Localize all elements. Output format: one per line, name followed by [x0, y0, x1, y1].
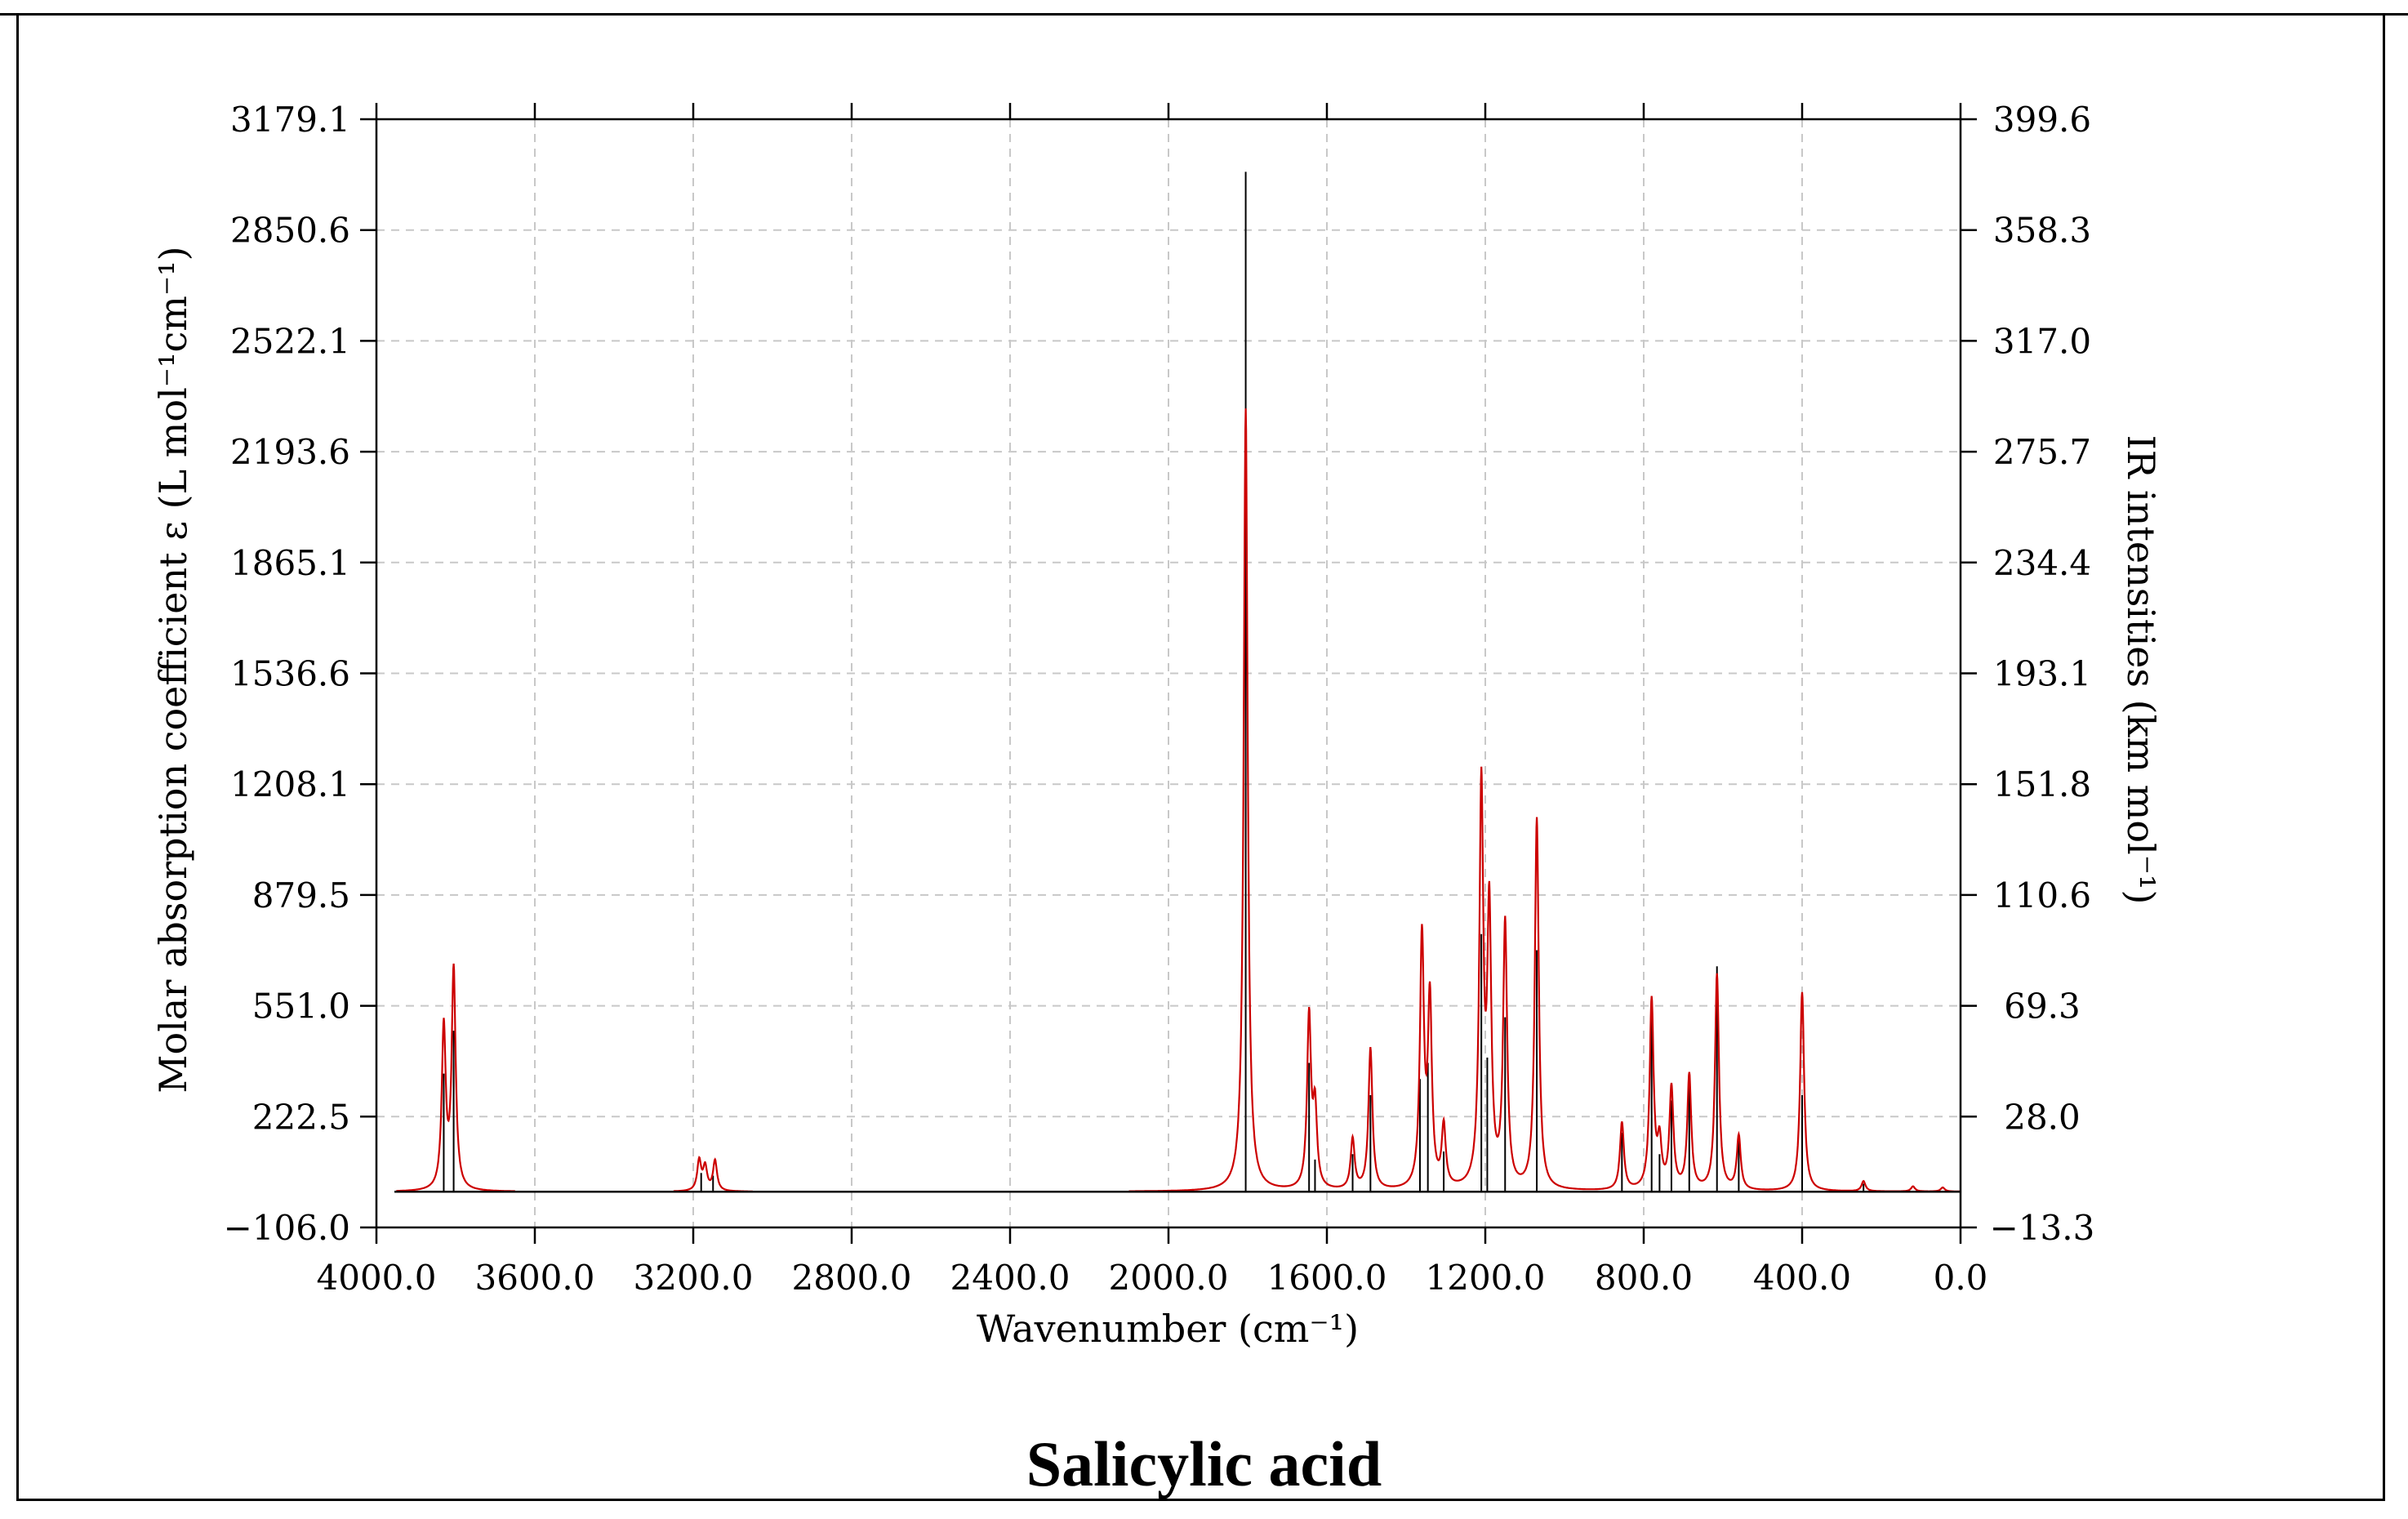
- x-tick-label: 0.0: [1934, 1258, 1988, 1298]
- y-left-axis-title: Molar absorption coefficient ε (L mol⁻¹c…: [151, 246, 195, 1093]
- y-left-tick-label: 1865.1: [230, 543, 350, 583]
- y-right-tick-label: 28.0: [2004, 1097, 2081, 1137]
- figure-caption: Salicylic acid: [1026, 1428, 1382, 1499]
- x-axis-title: Wavenumber (cm⁻¹): [977, 1307, 1359, 1351]
- y-right-tick-label: 275.7: [1993, 432, 2091, 472]
- spectrum-curve: [396, 963, 515, 1192]
- x-tick-label: 1200.0: [1426, 1258, 1546, 1298]
- x-tick-label: 3600.0: [475, 1258, 595, 1298]
- x-tick-labels: 4000.0 3600.0 3200.0 2800.0 2400.0 2000.0 1600…: [317, 1258, 1988, 1298]
- y-right-tick-label: 317.0: [1993, 321, 2091, 361]
- y-right-tick-label: 110.6: [1993, 875, 2091, 915]
- x-tick-label: 4000.0: [317, 1258, 437, 1298]
- x-tick-label: 2400.0: [950, 1258, 1070, 1298]
- y-left-tick-label: 2850.6: [230, 211, 350, 251]
- stick-series: [443, 172, 1865, 1192]
- spectrum-series: [396, 408, 1961, 1192]
- x-tick-label: 2000.0: [1109, 1258, 1229, 1298]
- y-left-tick-label: 3179.1: [230, 100, 350, 140]
- y-left-tick-label: 1536.6: [230, 654, 350, 694]
- grid-lines: [376, 119, 1961, 1227]
- y-left-tick-label: 2522.1: [230, 321, 350, 361]
- x-tick-label: 400.0: [1753, 1258, 1851, 1298]
- y-right-tick-labels: −13.3 28.0 69.3 110.6 151.8 193.1 234.4 275.7 31…: [1990, 100, 2095, 1248]
- y-right-tick-label: −13.3: [1990, 1208, 2095, 1248]
- y-right-tick-label: 358.3: [1993, 211, 2091, 251]
- y-right-axis-title: IR intensities (km mol⁻¹): [2119, 435, 2163, 905]
- y-left-tick-label: 222.5: [252, 1097, 350, 1137]
- plot-axes: [360, 103, 1977, 1244]
- spectrum-curve: [1128, 408, 1961, 1192]
- y-left-tick-label: 1208.1: [230, 764, 350, 804]
- y-left-tick-label: −106.0: [224, 1208, 350, 1248]
- y-left-tick-label: 551.0: [252, 987, 350, 1027]
- x-tick-label: 1600.0: [1267, 1258, 1387, 1298]
- y-left-tick-labels: −106.0 222.5 551.0 879.5 1208.1 1536.6 1865.1 2…: [224, 100, 350, 1248]
- y-right-tick-label: 151.8: [1993, 764, 2091, 804]
- y-right-tick-label: 193.1: [1993, 654, 2091, 694]
- y-left-tick-label: 879.5: [252, 875, 350, 915]
- y-right-tick-label: 69.3: [2004, 987, 2081, 1027]
- top-border-line: [0, 13, 2408, 16]
- y-right-tick-label: 399.6: [1993, 100, 2091, 140]
- x-tick-label: 800.0: [1595, 1258, 1693, 1298]
- y-right-tick-label: 234.4: [1993, 543, 2091, 583]
- x-tick-label: 2800.0: [792, 1258, 912, 1298]
- y-left-tick-label: 2193.6: [230, 432, 350, 472]
- x-tick-label: 3200.0: [634, 1258, 754, 1298]
